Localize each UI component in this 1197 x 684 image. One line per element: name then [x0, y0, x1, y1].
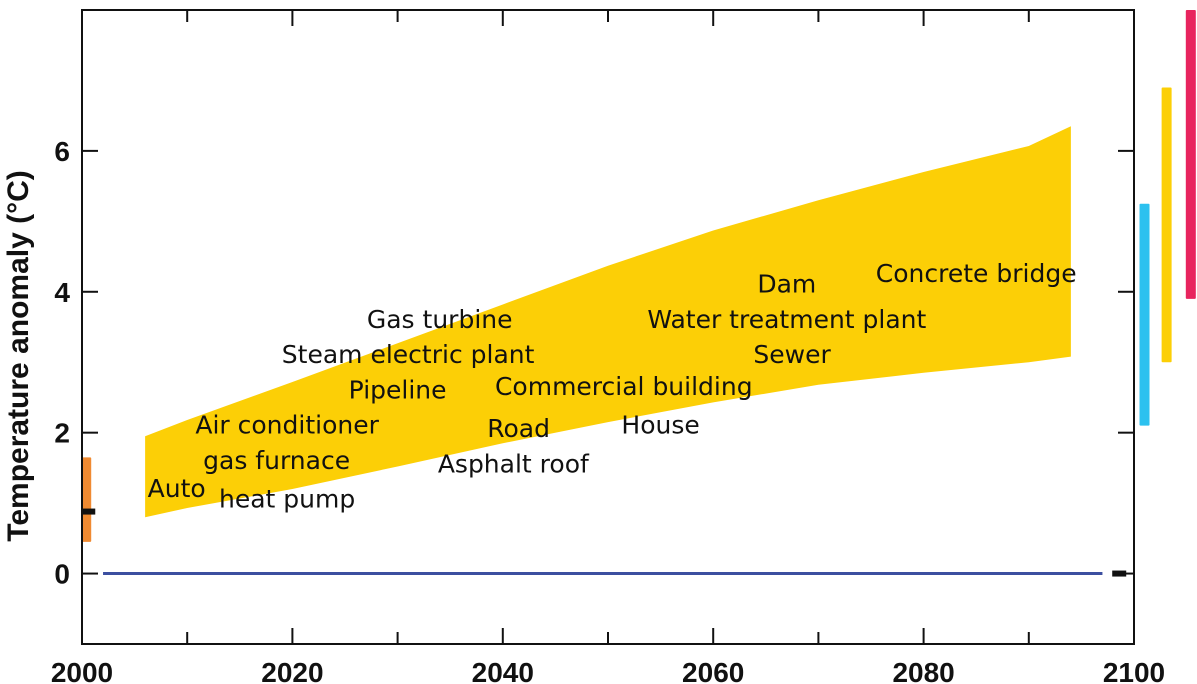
annotation-label: Sewer: [753, 340, 831, 369]
annotation-label: heat pump: [219, 485, 355, 514]
annotation-label: House: [621, 411, 699, 440]
y-tick-label: 0: [54, 559, 70, 590]
marker-1: [81, 508, 96, 515]
marker-group: [81, 508, 1127, 577]
annotation-label: Commercial building: [495, 372, 753, 401]
range-bar-1: [81, 457, 92, 542]
annotation-label: gas furnace: [203, 446, 350, 475]
y-axis-label: Temperature anomaly (°C): [2, 170, 35, 542]
annotation-labels: Gas turbine Steam electric plant Pipeline C…: [148, 259, 1077, 513]
x-tick-label: 2100: [1103, 657, 1165, 684]
annotation-label: Water treatment plant: [647, 305, 926, 334]
side-range-bars: [81, 10, 1196, 542]
range-bar-4: [1185, 10, 1196, 299]
y-tick-label: 6: [54, 136, 70, 167]
annotation-label: Dam: [757, 270, 816, 299]
y-tick-label: 4: [54, 277, 70, 308]
axis-ticks: 2000 2020 2040 2060 2080 2100 0 2 4 6: [51, 10, 1165, 684]
x-tick-label: 2020: [261, 657, 323, 684]
annotation-label: Gas turbine: [367, 305, 513, 334]
x-tick-label: 2000: [51, 657, 113, 684]
range-bar-2: [1139, 203, 1150, 426]
annotation-label: Road: [487, 414, 550, 443]
annotation-label: Asphalt roof: [438, 449, 590, 478]
annotation-label: Air conditioner: [195, 411, 379, 440]
x-tick-label: 2060: [682, 657, 744, 684]
annotation-label: Pipeline: [349, 375, 447, 404]
range-bar-3: [1161, 87, 1172, 363]
annotation-label: Auto: [148, 474, 206, 503]
plot-area: [103, 126, 1103, 576]
y-tick-label: 2: [54, 418, 70, 449]
x-tick-label: 2080: [892, 657, 954, 684]
annotation-label: Steam electric plant: [282, 340, 535, 369]
x-tick-label: 2040: [472, 657, 534, 684]
projection-band: [145, 126, 1071, 518]
annotation-label: Concrete bridge: [876, 259, 1077, 288]
